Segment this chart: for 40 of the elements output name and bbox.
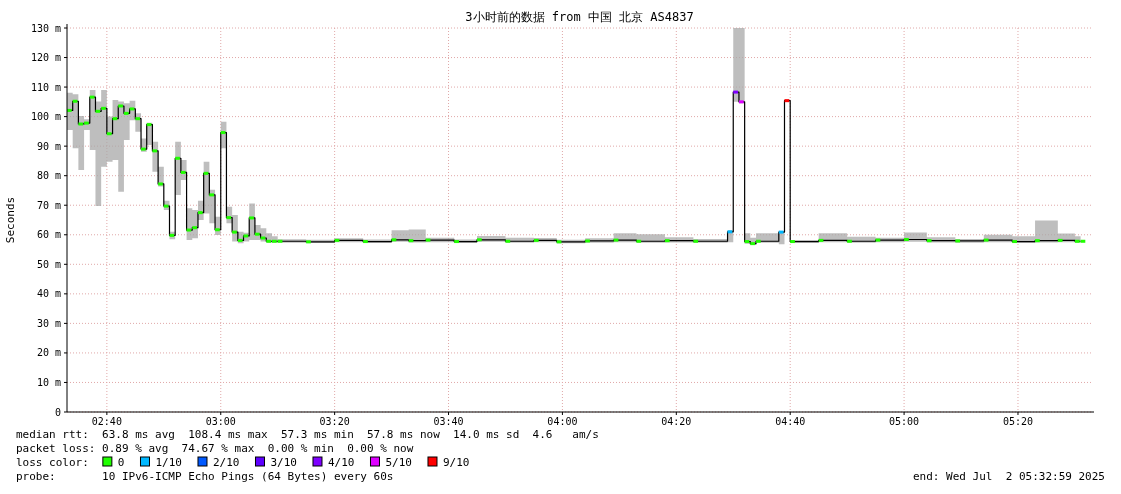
x-tick-label: 03:40	[433, 416, 464, 427]
legend-label: 3/10	[270, 456, 297, 469]
x-tick-label: 04:20	[661, 416, 692, 427]
text: packet loss: 0.89 % avg 74.67 % max 0.00 % min 0.00 % now	[16, 442, 414, 455]
x-tick-label: 03:00	[205, 416, 236, 427]
y-tick-label: 80 m	[36, 170, 61, 182]
y-tick-label: 130 m	[30, 22, 61, 34]
y-tick-label: 120 m	[30, 52, 61, 64]
legend-label: 1/10	[155, 456, 182, 469]
text: probe: 10 IPv6-ICMP Echo Pings (64 Bytes) every 60s	[16, 470, 394, 483]
y-tick-label: 20 m	[36, 347, 61, 359]
y-tick-label: 70 m	[36, 199, 61, 211]
legend-label: 4/10	[327, 456, 355, 469]
text: end: Wed Jul 2 05:32:59 2025	[912, 470, 1105, 483]
x-tick-label: 02:40	[91, 416, 122, 427]
legend-label: 5/10	[385, 456, 412, 469]
y-tick-label: 110 m	[30, 81, 61, 93]
point	[738, 100, 744, 104]
legend-title: loss color:	[16, 456, 89, 469]
y-axis-title: Seconds	[4, 196, 17, 244]
x-tick-label: 05:00	[889, 416, 920, 427]
x-tick-label: 04:40	[775, 416, 806, 427]
text: median rtt: 63.8 ms avg 108.4 ms max 57.3 ms min 57.8 ms now 14.0 ms sd 4.6 am/s	[16, 428, 599, 441]
legend-label: 2/10	[212, 456, 240, 469]
x-tick-label: 04:00	[547, 416, 578, 427]
y-tick-label: 90 m	[36, 140, 61, 152]
point	[778, 230, 784, 234]
legend-label: 9/10	[442, 456, 470, 469]
point	[733, 90, 738, 94]
y-tick-label: 10 m	[36, 376, 61, 388]
y-tick-label: 40 m	[36, 288, 61, 300]
y-tick-label: 30 m	[36, 317, 61, 329]
y-tick-label: 60 m	[36, 229, 61, 241]
x-tick-label: 03:20	[319, 416, 350, 427]
chart-title: 3小时前的数据 from 中国 北京 AS4837	[465, 10, 694, 24]
legend-label: 0	[117, 456, 125, 469]
x-tick-label: 05:20	[1002, 416, 1034, 427]
y-tick-label: 100 m	[30, 111, 61, 123]
y-tick-label: 50 m	[36, 258, 61, 270]
y-tick-label: 0	[54, 406, 61, 418]
